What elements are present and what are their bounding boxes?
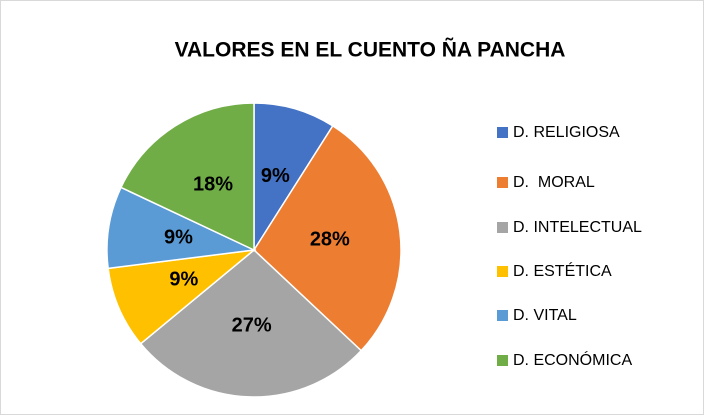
legend-swatch	[497, 127, 508, 138]
pie-slice	[106, 186, 257, 270]
pie-slice	[107, 248, 257, 345]
legend-label: D. MORAL	[513, 174, 595, 191]
legend-swatch	[497, 222, 508, 233]
legend-swatch	[497, 266, 508, 277]
legend-label: D. VITAL	[513, 307, 577, 324]
legend-label: D. RELIGIOSA	[513, 124, 620, 141]
legend-label: D. ECONÓMICA	[513, 350, 632, 369]
data-label: 18%	[193, 174, 233, 196]
data-label: 9%	[169, 269, 198, 291]
legend-label: D. INTELECTUAL	[513, 219, 642, 236]
data-label: 27%	[232, 315, 272, 337]
legend-swatch	[497, 310, 508, 321]
legend-swatch	[497, 355, 508, 366]
legend-swatch	[497, 177, 508, 188]
chart-title: VALORES EN EL CUENTO ÑA PANCHA	[175, 39, 566, 62]
legend-label: D. ESTÉTICA	[513, 261, 612, 280]
pie-slice	[139, 249, 363, 398]
pie-slice	[253, 102, 334, 253]
pie-slice	[253, 124, 402, 352]
data-label: 9%	[164, 226, 193, 248]
data-label: 28%	[310, 229, 350, 251]
pie-slice	[119, 102, 255, 252]
data-label: 9%	[261, 165, 290, 187]
